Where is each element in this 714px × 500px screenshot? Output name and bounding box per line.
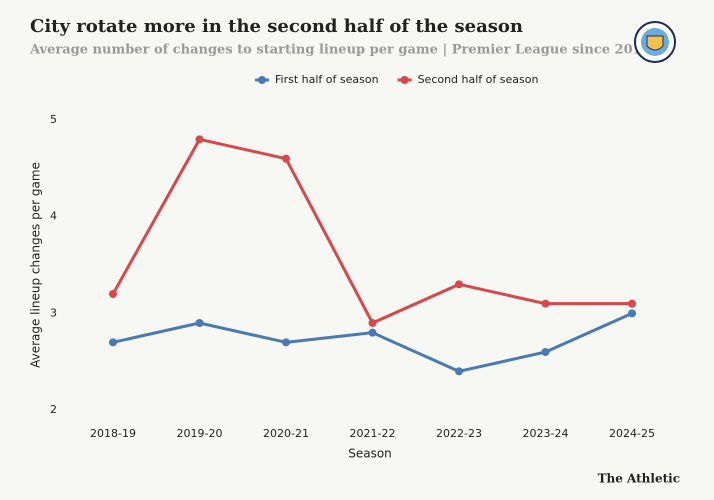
data-point <box>455 280 463 289</box>
data-point <box>455 367 463 376</box>
legend-label: Second half of season <box>418 73 539 86</box>
data-point <box>109 338 117 347</box>
x-tick-label: 2022-23 <box>436 427 482 440</box>
y-tick-label: 2 <box>50 403 57 416</box>
y-tick-label: 5 <box>50 113 57 126</box>
legend-marker <box>258 76 266 84</box>
legend-label: First half of season <box>275 73 379 86</box>
x-tick-label: 2024-25 <box>609 427 655 440</box>
x-tick-label: 2020-21 <box>263 427 309 440</box>
data-point <box>282 154 290 163</box>
data-point <box>541 299 550 308</box>
x-tick-label: 2019-20 <box>177 427 223 440</box>
legend-marker <box>400 76 409 84</box>
x-tick-label: 2023-24 <box>523 427 569 440</box>
chart-title: City rotate more in the second half of t… <box>30 16 523 37</box>
x-tick-label: 2018-19 <box>90 427 136 440</box>
y-axis-title: Average lineup changes per game <box>29 162 43 368</box>
x-tick-label: 2021-22 <box>350 427 396 440</box>
data-point <box>628 299 636 308</box>
data-point <box>282 338 290 347</box>
data-point <box>109 290 117 298</box>
y-tick-label: 3 <box>50 306 57 319</box>
data-point <box>195 135 204 144</box>
data-point <box>368 328 377 337</box>
source: The Athletic <box>598 472 680 486</box>
club-badge <box>634 21 676 63</box>
data-point <box>368 319 377 327</box>
chart-subtitle: Average number of changes to starting li… <box>29 43 674 58</box>
data-point <box>628 309 636 318</box>
x-axis-title: Season <box>348 447 392 461</box>
y-tick-label: 4 <box>50 210 57 223</box>
data-point <box>541 348 550 356</box>
data-point <box>195 319 204 327</box>
